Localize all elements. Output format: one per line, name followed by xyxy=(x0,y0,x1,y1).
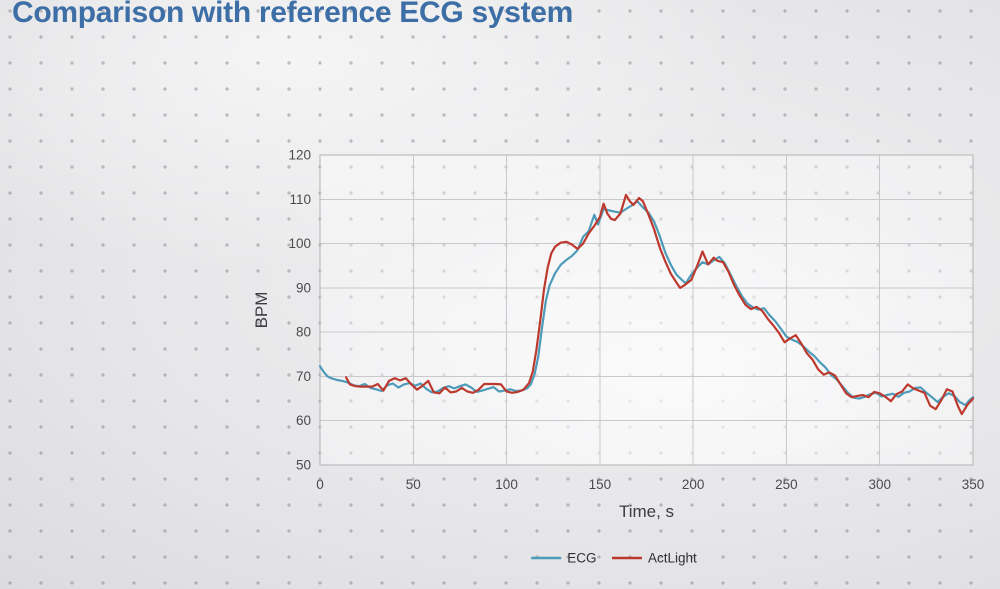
plot-border xyxy=(319,154,974,466)
x-tick-label: 250 xyxy=(775,477,798,492)
x-tick-label: 50 xyxy=(406,477,421,492)
plot-glow xyxy=(320,155,973,465)
x-tick-label: 150 xyxy=(589,477,612,492)
series-line-ecg xyxy=(318,199,975,407)
y-tick-label: 120 xyxy=(288,148,311,163)
x-tick-label: 300 xyxy=(868,477,891,492)
bpm-line-chart: 0 50 100 150 200 250 300 350 50 60 70 80 90 100 110 120… xyxy=(252,148,985,566)
y-tick-label: 110 xyxy=(289,192,311,207)
y-tick-label: 100 xyxy=(288,236,311,251)
legend-label-actlight: ActLight xyxy=(648,551,697,566)
y-tick-label: 50 xyxy=(296,458,311,473)
page-title: Comparison with reference ECG system xyxy=(12,0,574,29)
y-tick-label: 70 xyxy=(296,369,311,384)
x-tick-label: 350 xyxy=(962,477,985,492)
series-line-actlight xyxy=(344,193,975,416)
y-tick-label: 90 xyxy=(296,280,311,295)
x-tick-label: 100 xyxy=(495,477,518,492)
y-tick-label: 60 xyxy=(296,413,311,428)
y-tick-label: 80 xyxy=(296,325,311,340)
x-axis-title: Time, s xyxy=(619,502,674,521)
legend-label-ecg: ECG xyxy=(567,551,596,566)
y-axis-title: BPM xyxy=(252,292,271,329)
chart-area: 0 50 100 150 200 250 300 350 50 60 70 80 90 100 110 120… xyxy=(245,138,1000,582)
x-tick-label: 0 xyxy=(316,477,324,492)
x-tick-label: 200 xyxy=(682,477,705,492)
